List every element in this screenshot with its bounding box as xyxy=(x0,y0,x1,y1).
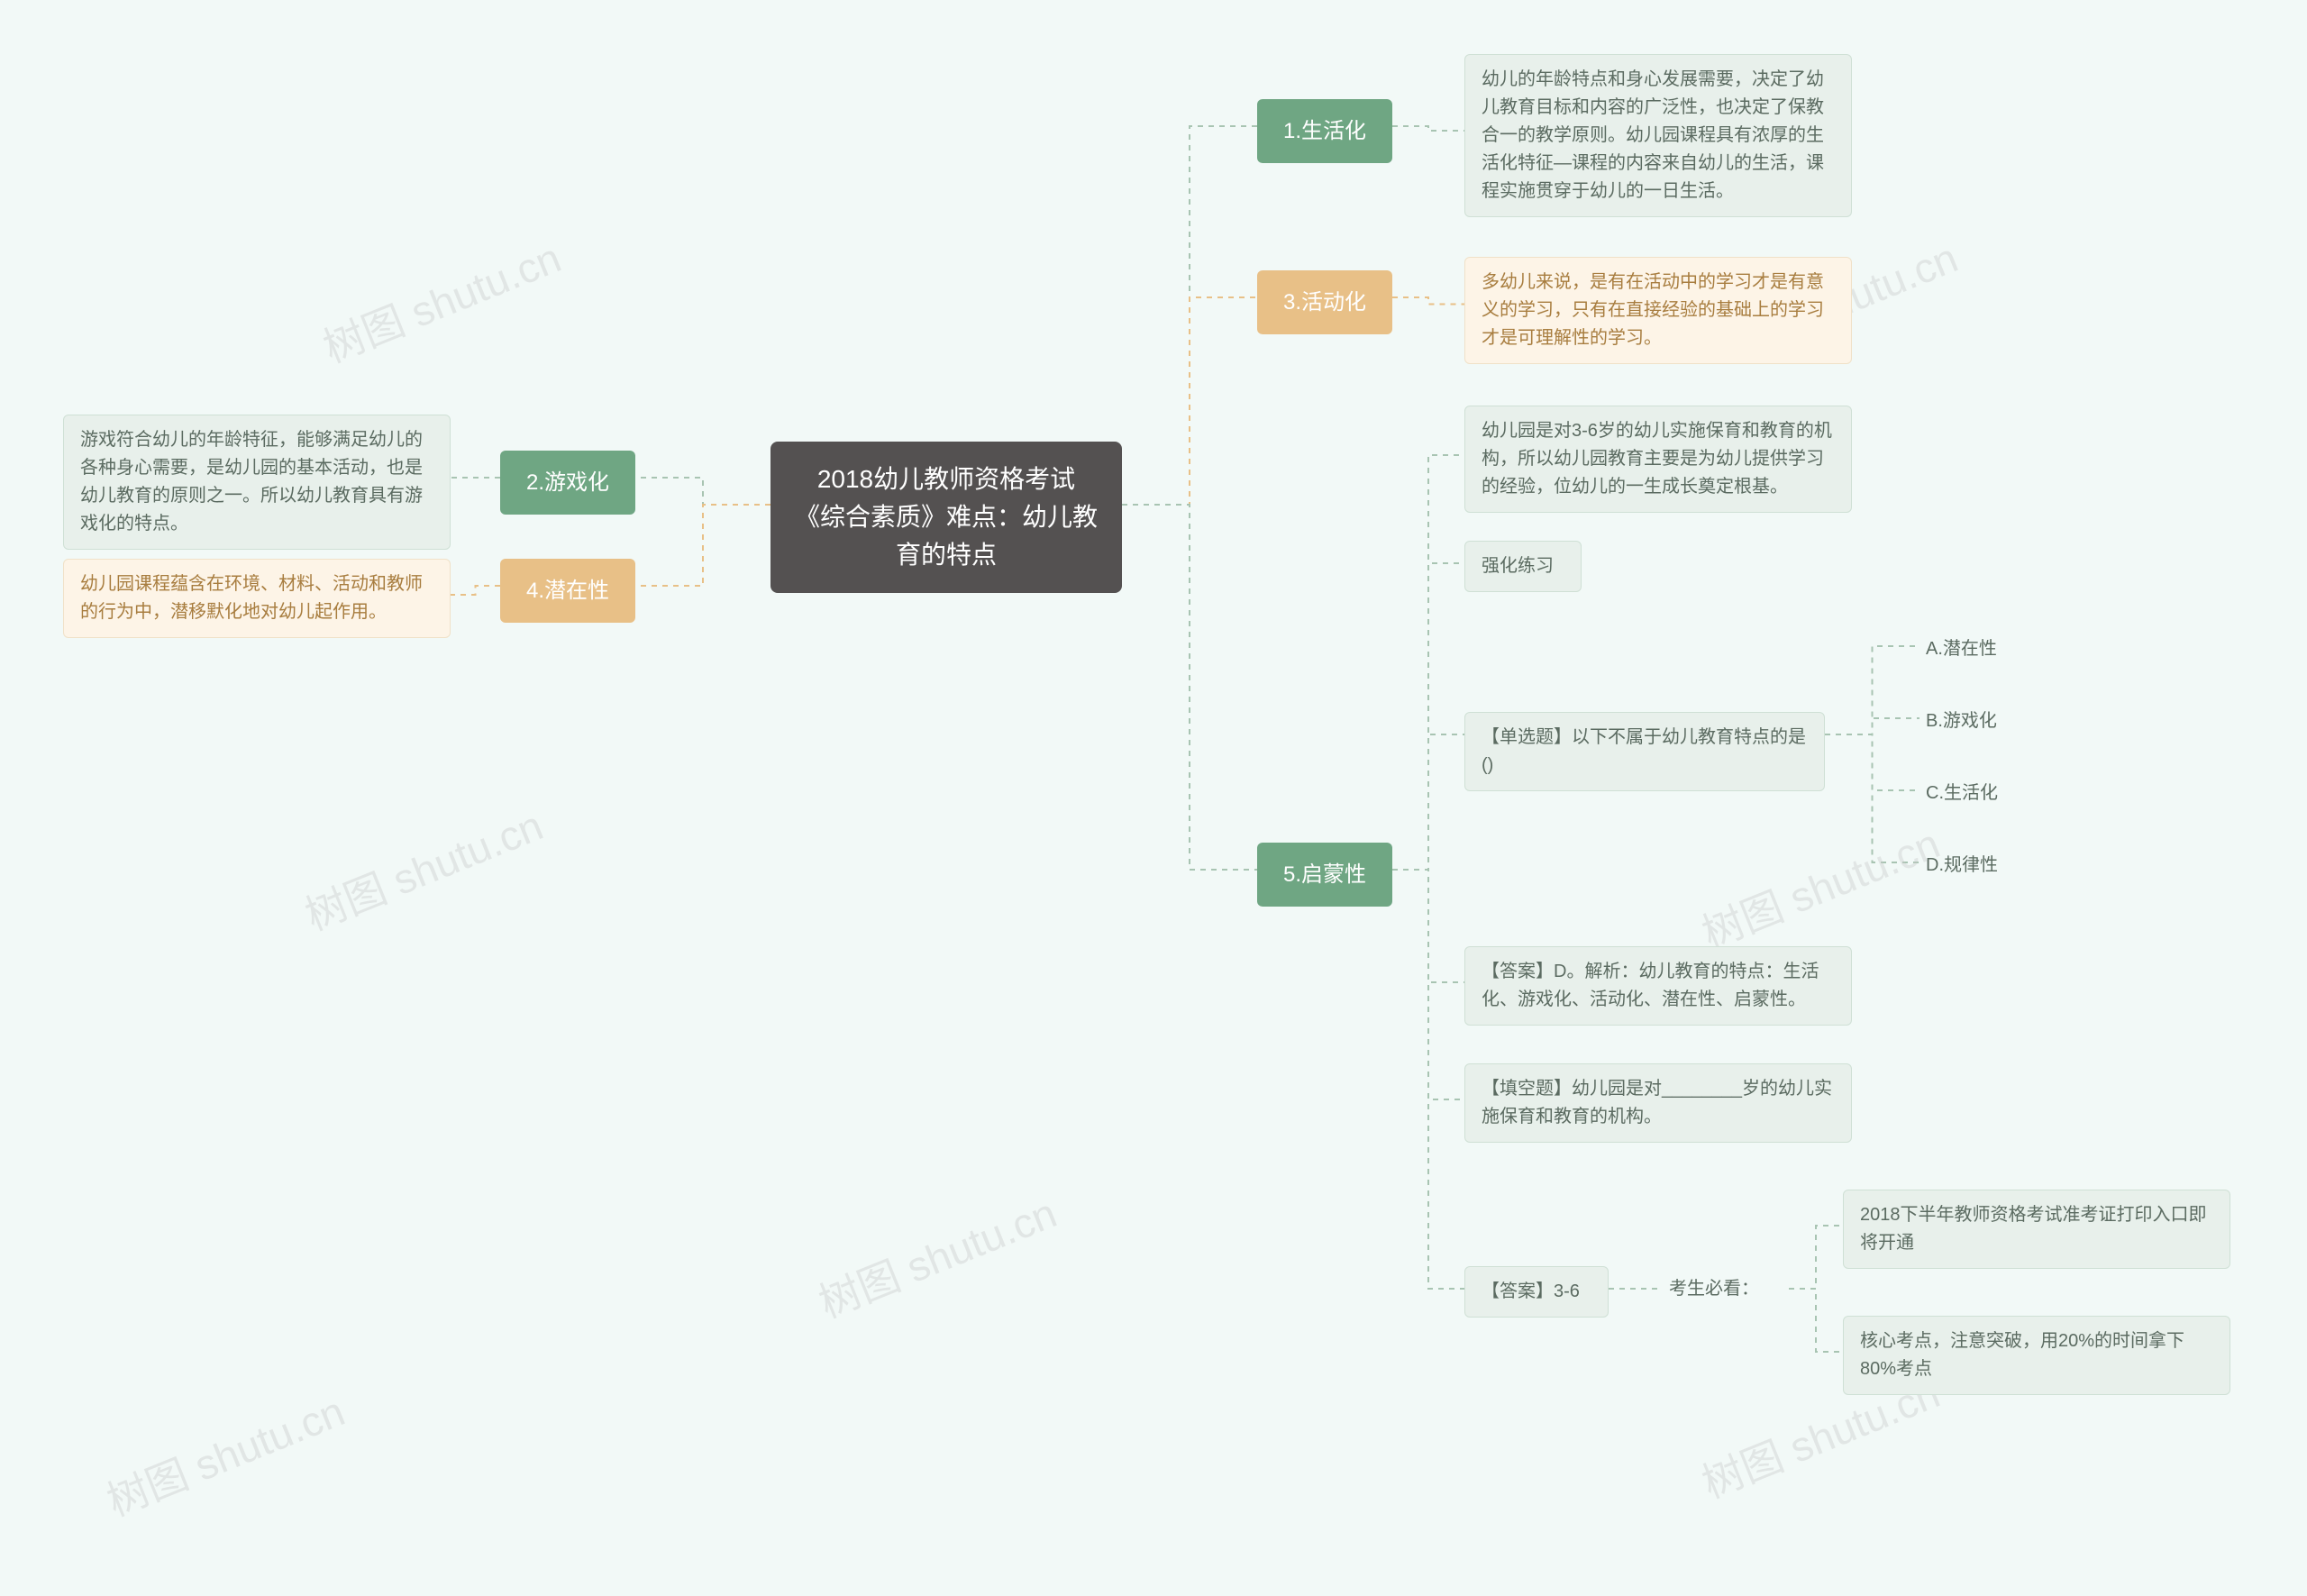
leaf-b5c2: 强化练习 xyxy=(1464,541,1582,592)
leaf-qA: A.潜在性 xyxy=(1919,631,2028,668)
root-node: 2018幼儿教师资格考试《综合素质》难点：幼儿教育的特点 xyxy=(771,442,1122,593)
leaf-b5c3: 【单选题】以下不属于幼儿教育特点的是() xyxy=(1464,712,1825,791)
leaf-qC: C.生活化 xyxy=(1919,775,2028,812)
leaf-b5c6: 【答案】3-6 xyxy=(1464,1266,1609,1318)
leaf-qD: D.规律性 xyxy=(1919,847,2028,884)
leaf-qB: B.游戏化 xyxy=(1919,703,2028,740)
branch-b3: 3.活动化 xyxy=(1257,270,1392,334)
leaf-b5c4: 【答案】D。解析：幼儿教育的特点：生活化、游戏化、活动化、潜在性、启蒙性。 xyxy=(1464,946,1852,1026)
branch-b1: 1.生活化 xyxy=(1257,99,1392,163)
leaf-b2d: 游戏符合幼儿的年龄特征，能够满足幼儿的各种身心需要，是幼儿园的基本活动，也是幼儿… xyxy=(63,415,451,550)
branch-b2: 2.游戏化 xyxy=(500,451,635,515)
leaf-b5c5: 【填空题】幼儿园是对________岁的幼儿实施保育和教育的机构。 xyxy=(1464,1063,1852,1143)
leaf-b1d: 幼儿的年龄特点和身心发展需要，决定了幼儿教育目标和内容的广泛性，也决定了保教合一… xyxy=(1464,54,1852,217)
leaf-b5c6a1: 2018下半年教师资格考试准考证打印入口即将开通 xyxy=(1843,1190,2230,1269)
leaf-b5c1: 幼儿园是对3-6岁的幼儿实施保育和教育的机构，所以幼儿园教育主要是为幼儿提供学习… xyxy=(1464,406,1852,513)
leaf-b3d: 多幼儿来说，是有在活动中的学习才是有意义的学习，只有在直接经验的基础上的学习才是… xyxy=(1464,257,1852,364)
leaf-b5c6a: 考生必看： xyxy=(1663,1271,1789,1308)
branch-b5: 5.启蒙性 xyxy=(1257,843,1392,907)
branch-b4: 4.潜在性 xyxy=(500,559,635,623)
leaf-b5c6a2: 核心考点，注意突破，用20%的时间拿下80%考点 xyxy=(1843,1316,2230,1395)
leaf-b4d: 幼儿园课程蕴含在环境、材料、活动和教师的行为中，潜移默化地对幼儿起作用。 xyxy=(63,559,451,638)
